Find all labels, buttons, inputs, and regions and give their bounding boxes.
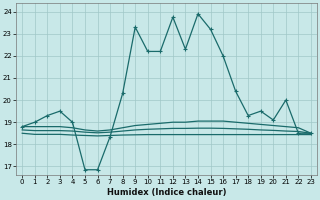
X-axis label: Humidex (Indice chaleur): Humidex (Indice chaleur) bbox=[107, 188, 226, 197]
